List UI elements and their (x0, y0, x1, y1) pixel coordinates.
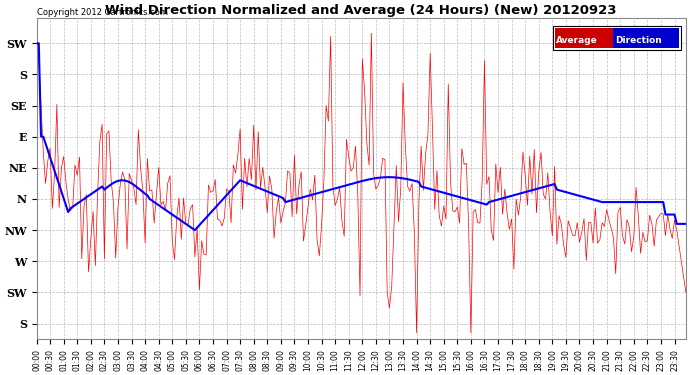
Title: Wind Direction Normalized and Average (24 Hours) (New) 20120923: Wind Direction Normalized and Average (2… (106, 4, 617, 17)
Text: Copyright 2012 Cartronics.com: Copyright 2012 Cartronics.com (37, 8, 168, 16)
Text: Direction: Direction (615, 36, 662, 45)
Text: Average: Average (556, 36, 598, 45)
